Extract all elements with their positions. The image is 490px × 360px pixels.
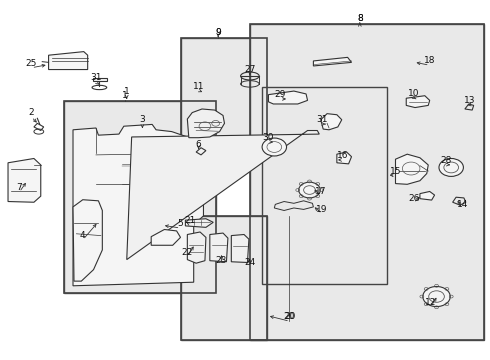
- Polygon shape: [231, 234, 249, 262]
- Text: 28: 28: [441, 156, 452, 165]
- Text: 9: 9: [215, 28, 221, 37]
- Polygon shape: [314, 57, 351, 66]
- Text: 18: 18: [424, 57, 436, 66]
- Text: 1: 1: [122, 91, 128, 100]
- Circle shape: [299, 182, 320, 198]
- Text: 5: 5: [178, 219, 183, 228]
- Text: 23: 23: [216, 256, 227, 265]
- Text: 27: 27: [244, 65, 256, 74]
- Polygon shape: [49, 51, 88, 69]
- Text: 15: 15: [390, 167, 401, 176]
- Text: 9: 9: [215, 28, 221, 37]
- Polygon shape: [420, 192, 435, 200]
- Text: 20: 20: [283, 312, 294, 321]
- Text: 19: 19: [317, 205, 328, 214]
- Text: 31: 31: [317, 115, 328, 124]
- Bar: [181, 216, 267, 339]
- Text: 16: 16: [337, 151, 348, 160]
- Text: 8: 8: [357, 14, 363, 23]
- Bar: [181, 39, 267, 151]
- Text: 31: 31: [90, 73, 102, 82]
- Circle shape: [423, 287, 450, 307]
- Text: 10: 10: [408, 89, 419, 98]
- Circle shape: [262, 138, 287, 156]
- Polygon shape: [395, 154, 428, 184]
- Text: 2: 2: [28, 108, 34, 117]
- Bar: [250, 24, 485, 339]
- Polygon shape: [337, 152, 351, 164]
- Text: 6: 6: [196, 140, 201, 149]
- Text: 12: 12: [425, 298, 437, 307]
- Polygon shape: [93, 78, 107, 81]
- Polygon shape: [8, 158, 41, 202]
- Circle shape: [439, 158, 464, 176]
- Text: 13: 13: [464, 96, 475, 105]
- Text: 29: 29: [274, 90, 286, 99]
- Text: 3: 3: [140, 115, 145, 124]
- Text: 1: 1: [124, 86, 130, 95]
- Polygon shape: [151, 229, 180, 245]
- Polygon shape: [73, 125, 211, 286]
- Text: 25: 25: [26, 59, 37, 68]
- Polygon shape: [127, 131, 319, 260]
- Text: 30: 30: [263, 133, 274, 142]
- Polygon shape: [187, 109, 224, 138]
- Text: 21: 21: [185, 216, 196, 225]
- Polygon shape: [210, 233, 228, 262]
- Text: 26: 26: [408, 194, 419, 203]
- Polygon shape: [185, 219, 213, 227]
- Text: 7: 7: [16, 183, 22, 192]
- Text: 17: 17: [315, 187, 326, 196]
- Polygon shape: [73, 200, 102, 281]
- Bar: [64, 101, 216, 293]
- Text: 22: 22: [182, 248, 193, 257]
- Polygon shape: [321, 114, 342, 130]
- Text: 8: 8: [357, 14, 363, 23]
- Text: 14: 14: [457, 200, 468, 209]
- Polygon shape: [187, 232, 206, 263]
- Polygon shape: [269, 91, 308, 104]
- Polygon shape: [406, 96, 430, 108]
- Text: 4: 4: [80, 231, 86, 240]
- Text: 11: 11: [193, 82, 204, 91]
- Text: 20: 20: [284, 312, 295, 321]
- Text: 24: 24: [244, 258, 255, 267]
